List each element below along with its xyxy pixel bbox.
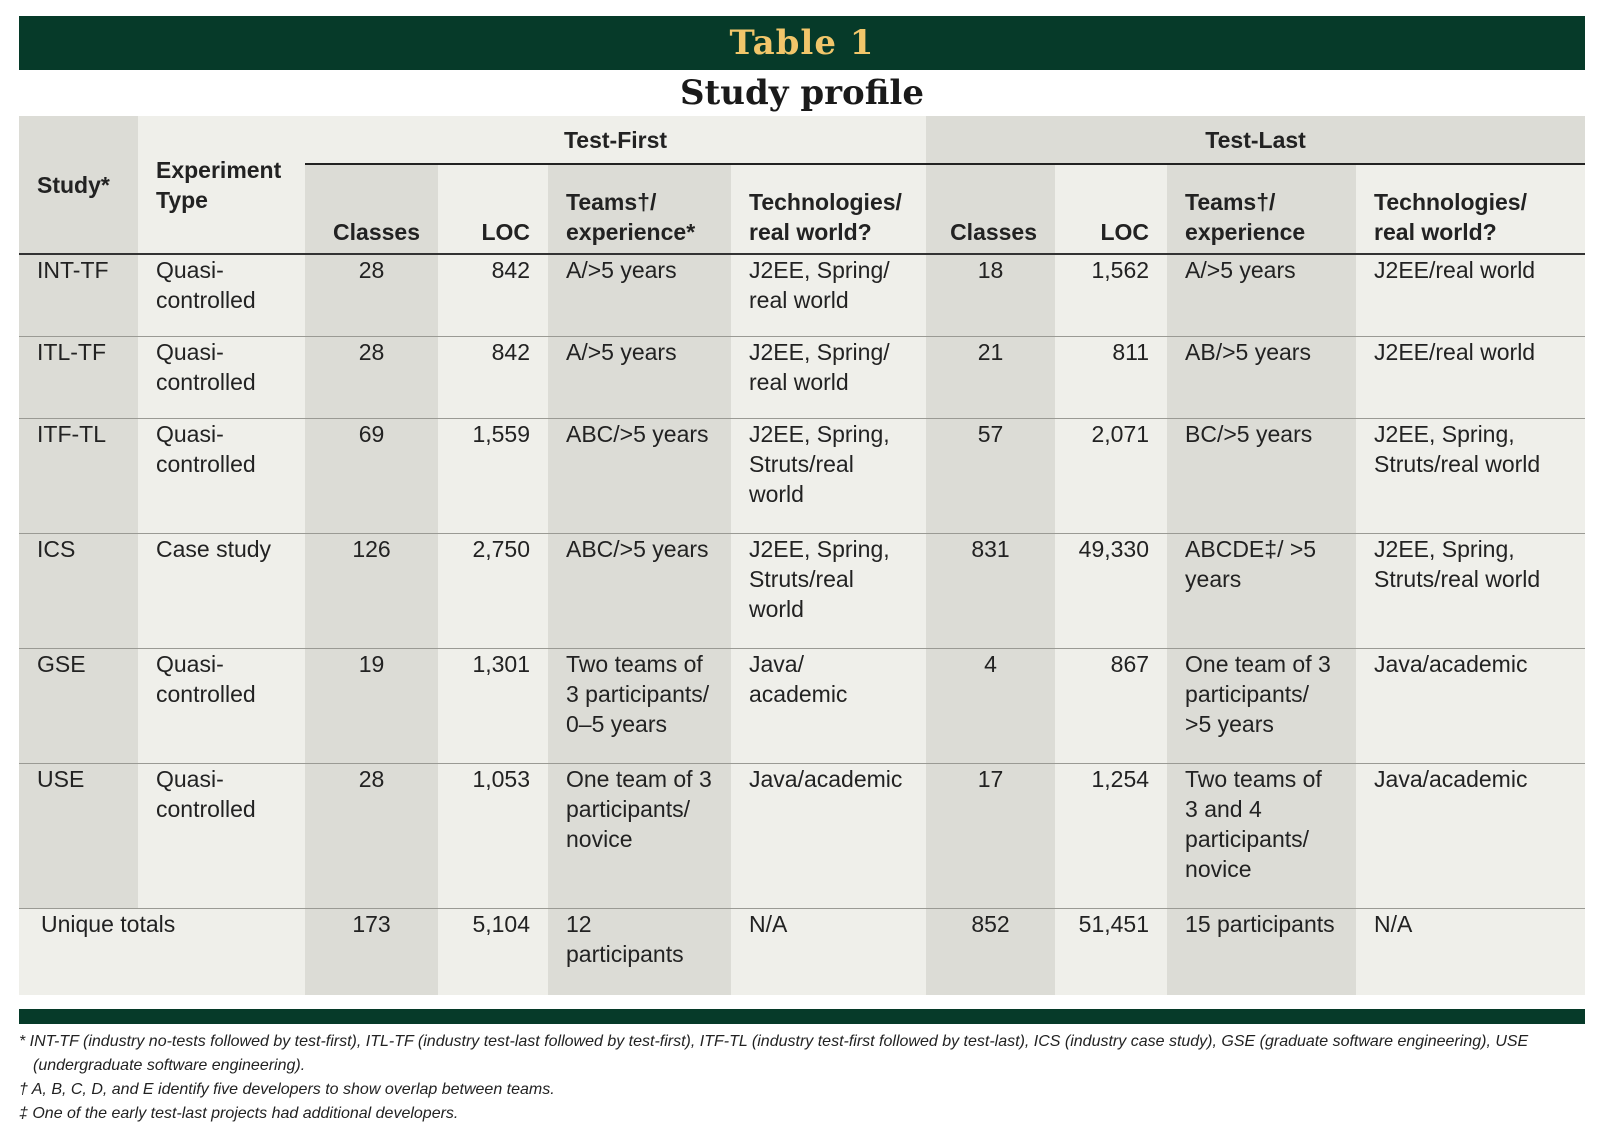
footnotes: * INT-TF (industry no-tests followed by …: [19, 1030, 1585, 1126]
cell-tl-classes-total: 852: [926, 908, 1056, 995]
cell-tf-loc: 842: [438, 336, 548, 418]
header-tf-technologies: Technologies/ real world?: [731, 164, 927, 255]
cell-tl-teams-total: 15 participants: [1167, 908, 1357, 995]
table-row: INT-TF Quasi-controlled 28 842 A/>5 year…: [19, 254, 1586, 336]
header-tl-classes: Classes: [926, 164, 1056, 255]
cell-tf-classes: 28: [305, 254, 438, 336]
cell-tl-technologies: J2EE, Spring, Struts/real world: [1356, 533, 1586, 648]
cell-tf-classes: 126: [305, 533, 438, 648]
cell-study: ITL-TF: [19, 336, 138, 418]
cell-totals-label: Unique totals: [19, 908, 305, 995]
cell-tl-loc: 867: [1055, 648, 1168, 763]
cell-tf-technologies: J2EE, Spring/ real world: [731, 254, 927, 336]
header-tl-teams: Teams†/ experience: [1167, 164, 1357, 255]
header-row-columns: Classes LOC Teams†/ experience* Technolo…: [19, 164, 1586, 255]
cell-tf-classes: 19: [305, 648, 438, 763]
cell-tf-teams: A/>5 years: [548, 336, 731, 418]
cell-type: Case study: [138, 533, 305, 648]
table-row: ITF-TL Quasi-controlled 69 1,559 ABC/>5 …: [19, 418, 1586, 533]
header-tf-loc: LOC: [438, 164, 548, 255]
cell-tf-technologies: J2EE, Spring/ real world: [731, 336, 927, 418]
footnote-study-abbreviations: * INT-TF (industry no-tests followed by …: [19, 1033, 1529, 1074]
cell-tf-teams: One team of 3 participants/ novice: [548, 763, 731, 908]
cell-tl-technologies: J2EE/real world: [1356, 254, 1586, 336]
cell-tl-loc: 2,071: [1055, 418, 1168, 533]
cell-study: INT-TF: [19, 254, 138, 336]
footnote-developers: † A, B, C, D, and E identify five develo…: [19, 1081, 555, 1098]
cell-type: Quasi-controlled: [138, 336, 305, 418]
cell-tf-loc: 842: [438, 254, 548, 336]
cell-tf-teams: ABC/>5 years: [548, 533, 731, 648]
header-test-last: Test-Last: [926, 116, 1586, 165]
cell-tl-classes: 831: [926, 533, 1056, 648]
cell-tl-technologies: J2EE, Spring, Struts/real world: [1356, 418, 1586, 533]
cell-tl-technologies-total: N/A: [1356, 908, 1586, 995]
cell-tl-teams: Two teams of 3 and 4 participants/ novic…: [1167, 763, 1357, 908]
cell-tf-technologies: J2EE, Spring, Struts/real world: [731, 533, 927, 648]
cell-tf-loc: 2,750: [438, 533, 548, 648]
cell-tl-technologies: Java/academic: [1356, 648, 1586, 763]
cell-tf-teams: Two teams of 3 participants/ 0–5 years: [548, 648, 731, 763]
cell-tf-classes: 28: [305, 763, 438, 908]
cell-tf-technologies: Java/academic: [731, 763, 927, 908]
cell-tf-classes: 28: [305, 336, 438, 418]
table-subtitle: Study profile: [680, 73, 924, 113]
cell-tf-loc: 1,559: [438, 418, 548, 533]
cell-tf-loc-total: 5,104: [438, 908, 548, 995]
cell-tl-classes: 17: [926, 763, 1056, 908]
cell-tl-classes: 4: [926, 648, 1056, 763]
cell-tl-teams: ABCDE‡/ >5 years: [1167, 533, 1357, 648]
cell-tf-technologies-total: N/A: [731, 908, 927, 995]
cell-type: Quasi-controlled: [138, 648, 305, 763]
bottom-rule: [19, 1009, 1585, 1024]
table-row: ITL-TF Quasi-controlled 28 842 A/>5 year…: [19, 336, 1586, 418]
study-profile-table: Study* Experiment Type Test-First Test-L…: [19, 116, 1586, 995]
cell-type: Quasi-controlled: [138, 763, 305, 908]
cell-tf-technologies: Java/ academic: [731, 648, 927, 763]
table-row: USE Quasi-controlled 28 1,053 One team o…: [19, 763, 1586, 908]
cell-study: ICS: [19, 533, 138, 648]
cell-tf-teams: A/>5 years: [548, 254, 731, 336]
title-banner: Table 1: [19, 16, 1585, 70]
cell-tf-classes-total: 173: [305, 908, 438, 995]
table-title: Table 1: [729, 23, 875, 63]
cell-tl-classes: 18: [926, 254, 1056, 336]
table-row: ICS Case study 126 2,750 ABC/>5 years J2…: [19, 533, 1586, 648]
cell-tl-loc: 49,330: [1055, 533, 1168, 648]
cell-tl-teams: One team of 3 participants/ >5 years: [1167, 648, 1357, 763]
table-row: GSE Quasi-controlled 19 1,301 Two teams …: [19, 648, 1586, 763]
header-tl-loc: LOC: [1055, 164, 1168, 255]
cell-tl-teams: BC/>5 years: [1167, 418, 1357, 533]
cell-tl-technologies: Java/academic: [1356, 763, 1586, 908]
cell-tl-loc: 811: [1055, 336, 1168, 418]
header-row-groups: Study* Experiment Type Test-First Test-L…: [19, 116, 1586, 255]
cell-tf-teams: ABC/>5 years: [548, 418, 731, 533]
cell-tf-loc: 1,053: [438, 763, 548, 908]
header-experiment-type: Experiment Type: [138, 116, 305, 255]
cell-study: GSE: [19, 648, 138, 763]
header-tf-teams: Teams†/ experience*: [548, 164, 731, 255]
cell-tl-loc: 1,254: [1055, 763, 1168, 908]
cell-tl-loc-total: 51,451: [1055, 908, 1168, 995]
cell-tl-classes: 57: [926, 418, 1056, 533]
cell-tl-teams: A/>5 years: [1167, 254, 1357, 336]
cell-tl-classes: 21: [926, 336, 1056, 418]
header-tl-technologies: Technologies/ real world?: [1356, 164, 1586, 255]
cell-tf-technologies: J2EE, Spring, Struts/real world: [731, 418, 927, 533]
footnote-additional-developers: ‡ One of the early test-last projects ha…: [19, 1105, 459, 1122]
header-tf-classes: Classes: [305, 164, 438, 255]
cell-study: ITF-TL: [19, 418, 138, 533]
cell-type: Quasi-controlled: [138, 418, 305, 533]
header-test-first: Test-First: [305, 116, 927, 165]
cell-tl-loc: 1,562: [1055, 254, 1168, 336]
cell-tf-classes: 69: [305, 418, 438, 533]
cell-study: USE: [19, 763, 138, 908]
cell-type: Quasi-controlled: [138, 254, 305, 336]
totals-row: Unique totals 173 5,104 12 participants …: [19, 908, 1586, 995]
cell-tl-teams: AB/>5 years: [1167, 336, 1357, 418]
cell-tl-technologies: J2EE/real world: [1356, 336, 1586, 418]
cell-tf-loc: 1,301: [438, 648, 548, 763]
cell-tf-teams-total: 12 participants: [548, 908, 731, 995]
header-study: Study*: [19, 116, 138, 255]
